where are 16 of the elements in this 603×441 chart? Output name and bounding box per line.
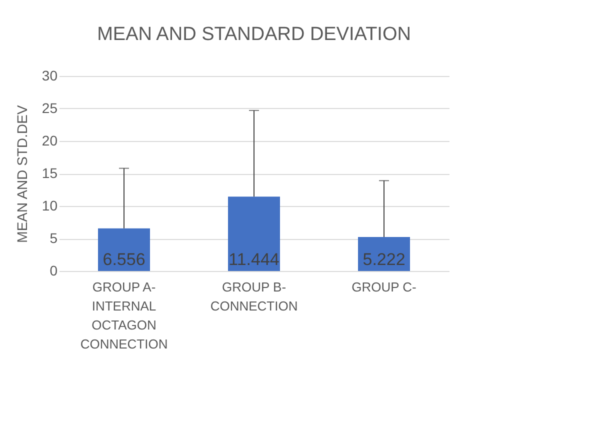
- x-tick-label: GROUP A- INTERNAL OCTAGON CONNECTION: [80, 280, 168, 352]
- y-tick-label: 5: [50, 230, 58, 246]
- data-label: 6.556: [102, 250, 146, 269]
- y-tick-label: 25: [42, 100, 58, 116]
- y-tick-label: 30: [42, 68, 58, 84]
- y-axis-title: MEAN AND STD.DEV: [14, 104, 30, 243]
- y-tick-label: 0: [50, 262, 58, 278]
- chart-title: MEAN AND STANDARD DEVIATION: [97, 24, 411, 45]
- y-tick-label: 10: [42, 198, 58, 214]
- x-tick-label: GROUP C-: [352, 280, 416, 294]
- x-tick-label: GROUP B- CONNECTION: [210, 280, 298, 314]
- y-tick-label: 15: [42, 165, 58, 181]
- y-tick-label: 20: [42, 132, 58, 148]
- data-label: 5.222: [362, 250, 406, 269]
- data-label: 11.444: [228, 250, 280, 269]
- bar: [228, 196, 280, 271]
